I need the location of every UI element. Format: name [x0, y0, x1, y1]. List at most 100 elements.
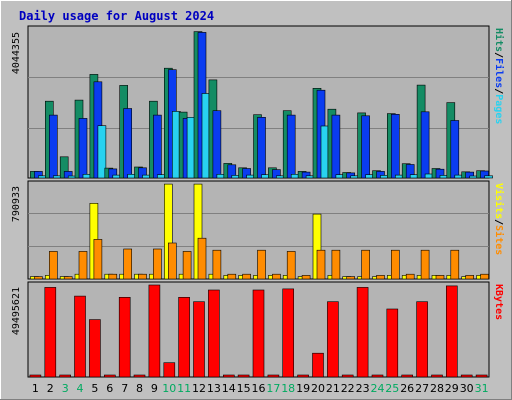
bar-sites-day-9: Sites 9: 250000 — [153, 248, 162, 280]
bar-sites-day-28: Sites 28: 30000 — [435, 275, 445, 280]
day-label-1: 1 — [32, 382, 39, 395]
panel-kbytes: KBytes 1: 300000KBytes 2: 48200000KBytes… — [11, 281, 504, 378]
day-label-10: 10 — [162, 382, 176, 395]
bar-sites-day-26: Sites 26: 40000 — [405, 273, 415, 280]
bar-kbytes-day-26: KBytes 26: 300000 — [401, 374, 414, 378]
ylabel-part-slash: / — [493, 52, 504, 58]
day-label-15: 15 — [237, 382, 251, 395]
bar-files-day-29: Files 29: 1570000 — [450, 120, 460, 179]
day-label-20: 20 — [311, 382, 325, 395]
bar-files-day-9: Files 9: 1720000 — [153, 114, 162, 179]
bar-kbytes-day-30: KBytes 30: 300000 — [460, 374, 473, 378]
bar-sites-day-2: Sites 2: 230000 — [48, 251, 58, 280]
bar-sites-day-15: Sites 15: 40000 — [242, 273, 251, 280]
day-axis: 1 2 3 4 5 6 7 8 9 10 11 12 13 14 15 16 17 18 19 20 21 22 23 24 2… — [32, 382, 489, 395]
bar-kbytes-day-6: KBytes 6: 300000 — [104, 374, 116, 378]
bar-sites-day-31: Sites 31: 40000 — [480, 273, 489, 280]
bar-sites-day-16: Sites 16: 240000 — [257, 249, 266, 280]
day-label-25: 25 — [385, 382, 399, 395]
ylabel-part-sites: Sites — [493, 225, 505, 255]
bar-files-day-25: Files 25: 1740000 — [390, 114, 400, 179]
bar-kbytes-day-11: KBytes 11: 42900000 — [178, 296, 190, 378]
bar-sites-day-3: Sites 3: 20000 — [63, 276, 73, 280]
bar-kbytes-day-23: KBytes 23: 48200000 — [356, 287, 369, 378]
ylabel-hits-files-pages: Hits/Files/Pages — [493, 28, 505, 124]
bar-sites-day-4: Sites 4: 230000 — [78, 251, 88, 280]
bar-kbytes-day-16: KBytes 16: 46800000 — [252, 289, 265, 378]
bar-sites-day-29: Sites 29: 240000 — [450, 249, 460, 280]
day-label-6: 6 — [106, 382, 113, 395]
bar-kbytes-day-1: KBytes 1: 300000 — [29, 374, 42, 378]
bar-sites-day-1: Sites 1: 20000 — [34, 276, 43, 280]
day-label-2: 2 — [47, 382, 54, 395]
day-label-27: 27 — [415, 382, 429, 395]
day-label-30: 30 — [460, 382, 474, 395]
bar-kbytes-day-14: KBytes 14: 1000000 — [223, 374, 235, 378]
bar-kbytes-day-5: KBytes 5: 30900000 — [89, 319, 101, 378]
day-label-13: 13 — [207, 382, 221, 395]
bar-kbytes-day-7: KBytes 7: 42900000 — [118, 296, 131, 378]
bar-files-day-23: Files 23: 1700000 — [361, 115, 370, 179]
ylabel-part-files: Files — [493, 58, 505, 88]
bar-files-day-27: Files 27: 1810000 — [420, 111, 430, 179]
day-label-5: 5 — [91, 382, 98, 395]
day-label-23: 23 — [356, 382, 370, 395]
bar-kbytes-day-10: KBytes 10: 7700000 — [163, 362, 176, 378]
bar-kbytes-day-29: KBytes 29: 49000000 — [445, 285, 458, 378]
bar-kbytes-day-15: KBytes 15: 300000 — [237, 374, 250, 378]
bar-kbytes-day-19: KBytes 19: 300000 — [297, 374, 309, 378]
ymax-label-visits-sites: 790933 — [11, 186, 22, 222]
bar-sites-day-11: Sites 11: 230000 — [182, 251, 192, 280]
day-label-19: 19 — [296, 382, 310, 395]
chart-title: Daily usage for August 2024 — [19, 9, 214, 23]
day-label-9: 9 — [151, 382, 158, 395]
bar-sites-day-5: Sites 5: 330000 — [93, 239, 103, 280]
bar-files-day-18: Files 18: 1720000 — [286, 114, 296, 179]
ylabel-part-pages: Pages — [493, 94, 504, 124]
bar-files-day-7: Files 7: 1900000 — [123, 108, 132, 179]
bar-sites-day-14: Sites 14: 40000 — [227, 273, 237, 280]
ylabel-part-slash: / — [493, 88, 504, 94]
bar-kbytes-day-22: KBytes 22: 300000 — [341, 374, 354, 378]
bar-kbytes-day-3: KBytes 3: 300000 — [59, 374, 72, 378]
bar-sites-day-22: Sites 22: 20000 — [346, 276, 356, 280]
ymax-label-hits-files-pages: 4044355 — [11, 32, 22, 74]
bar-kbytes-day-9: KBytes 9: 49500000 — [148, 284, 161, 378]
day-label-3: 3 — [62, 382, 69, 395]
ylabel-visits-sites: Visits/Sites — [493, 183, 505, 255]
bar-kbytes-day-28: KBytes 28: 300000 — [431, 374, 443, 378]
bar-kbytes-day-24: KBytes 24: 300000 — [371, 374, 384, 378]
panel-visits-sites: Visits 1: 20000Sites 1: 20000Visits 2: 3… — [11, 180, 505, 280]
bar-files-day-2: Files 2: 1720000 — [48, 114, 58, 179]
bar-sites-day-23: Sites 23: 240000 — [361, 249, 370, 280]
bar-files-day-21: Files 21: 1720000 — [331, 114, 341, 179]
panel-hits-files-pages: Hits 1: 180000Files 1: 180000Pages 1: 60… — [11, 25, 505, 179]
bar-sites-day-27: Sites 27: 240000 — [420, 249, 430, 280]
bar-sites-day-21: Sites 21: 240000 — [331, 249, 341, 280]
bar-kbytes-day-4: KBytes 4: 43500000 — [74, 295, 86, 378]
day-label-22: 22 — [341, 382, 355, 395]
bar-sites-day-13: Sites 13: 240000 — [212, 249, 222, 280]
bar-kbytes-day-12: KBytes 12: 40500000 — [193, 301, 205, 378]
day-label-26: 26 — [400, 382, 414, 395]
bar-files-day-16: Files 16: 1660000 — [257, 117, 266, 179]
bar-kbytes-day-20: KBytes 20: 12800000 — [312, 352, 324, 378]
day-label-7: 7 — [121, 382, 128, 395]
day-label-14: 14 — [222, 382, 236, 395]
ylabel-part-visits: Visits — [493, 183, 505, 219]
chart-panels: Hits 1: 180000Files 1: 180000Pages 1: 60… — [11, 25, 505, 378]
day-label-28: 28 — [430, 382, 444, 395]
day-label-31: 31 — [475, 382, 489, 395]
day-label-11: 11 — [177, 382, 191, 395]
bar-sites-day-24: Sites 24: 30000 — [376, 275, 385, 280]
bar-kbytes-day-18: KBytes 18: 47400000 — [282, 288, 295, 378]
day-label-24: 24 — [371, 382, 385, 395]
bar-kbytes-day-2: KBytes 2: 48200000 — [44, 287, 57, 378]
bar-kbytes-day-8: KBytes 8: 300000 — [133, 374, 146, 378]
bar-kbytes-day-25: KBytes 25: 36600000 — [386, 308, 399, 378]
ylabel-part-kbytes: KBytes — [493, 284, 504, 320]
ylabel-part-slash: / — [493, 219, 504, 225]
day-label-8: 8 — [136, 382, 143, 395]
bar-sites-day-25: Sites 25: 240000 — [390, 249, 400, 280]
bar-pages-day-5: Pages 5: 1430000 — [97, 125, 107, 179]
